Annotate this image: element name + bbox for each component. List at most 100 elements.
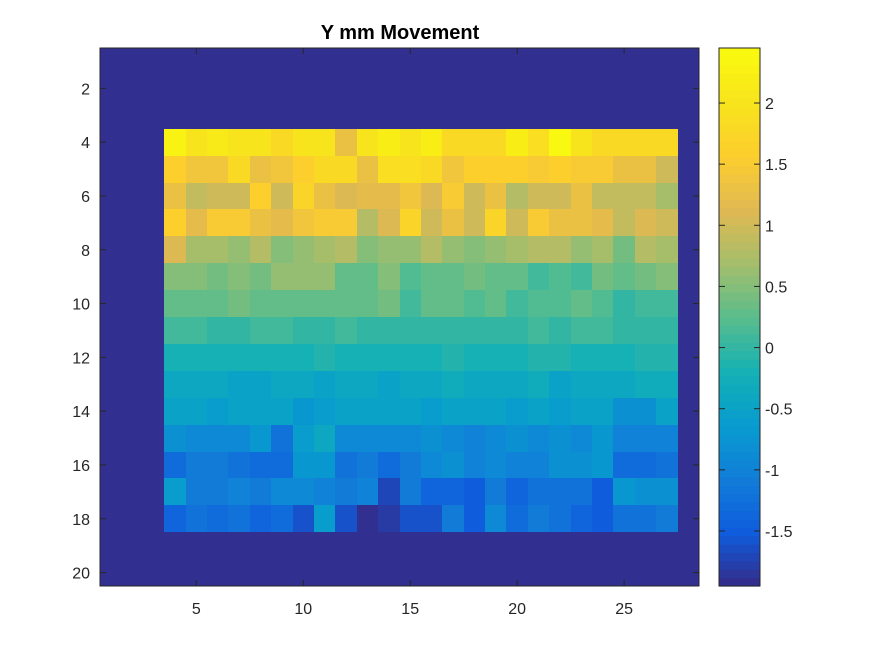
heatmap-cell xyxy=(228,290,250,317)
heatmap-cell xyxy=(207,263,228,290)
heatmap-cell xyxy=(335,425,357,452)
heatmap-cell xyxy=(335,317,357,344)
heatmap-cell xyxy=(549,371,571,398)
heatmap-cell xyxy=(357,317,378,344)
heatmap-cell xyxy=(421,156,442,183)
heatmap-cell xyxy=(506,263,528,290)
colorbar-band xyxy=(719,123,760,133)
heatmap-cell xyxy=(207,398,228,425)
heatmap-cell xyxy=(164,344,186,371)
heatmap-cell xyxy=(207,129,228,156)
heatmap-cell xyxy=(506,505,528,532)
colorbar: 2 1.5 1 0.5 0 -0.5 -1 -1.5 xyxy=(718,47,793,587)
heatmap-cell xyxy=(635,183,656,209)
colorbar-band xyxy=(719,367,760,377)
colorbar-band xyxy=(719,249,760,259)
colorbar-band xyxy=(719,81,760,91)
heatmap-cell xyxy=(592,317,613,344)
colorbar-band xyxy=(719,333,760,343)
heatmap-cell xyxy=(250,478,271,505)
heatmap-cell xyxy=(378,183,400,209)
colorbar-tick-label: 1 xyxy=(765,218,774,235)
x-tick-label: 5 xyxy=(192,601,201,618)
heatmap-cell xyxy=(549,478,571,505)
heatmap-cell xyxy=(506,344,528,371)
heatmap-cell xyxy=(464,236,485,263)
heatmap-cell xyxy=(271,425,293,452)
heatmap-cell xyxy=(485,317,506,344)
colorbar-band xyxy=(719,165,760,175)
heatmap-cell xyxy=(635,290,656,317)
heatmap-cell xyxy=(314,398,335,425)
y-tick-label: 14 xyxy=(72,404,90,421)
heatmap-cell xyxy=(400,344,421,371)
colorbar-tick-label: 0.5 xyxy=(765,279,787,296)
heatmap-cell xyxy=(271,371,293,398)
colorbar-band xyxy=(719,291,760,301)
heatmap-cell xyxy=(186,425,207,452)
heatmap-cell xyxy=(400,505,421,532)
heatmap-cell xyxy=(571,156,592,183)
heatmap-cell xyxy=(635,425,656,452)
heatmap-cell xyxy=(357,290,378,317)
colorbar-frame xyxy=(718,47,761,587)
heatmap-cell xyxy=(592,156,613,183)
heatmap-cell xyxy=(357,156,378,183)
heatmap-cell xyxy=(485,263,506,290)
heatmap-cell xyxy=(485,183,506,209)
heatmap-cell xyxy=(528,317,549,344)
colorbar-band xyxy=(719,224,760,234)
heatmap-cell xyxy=(656,317,678,344)
heatmap-cell xyxy=(442,452,464,478)
x-axis: 5 10 15 20 25 xyxy=(192,48,633,618)
heatmap-cell xyxy=(250,344,271,371)
heatmap-cell xyxy=(293,505,314,532)
heatmap-cell xyxy=(464,344,485,371)
heatmap-cell xyxy=(378,425,400,452)
heatmap-cell xyxy=(228,452,250,478)
heatmap-cell xyxy=(613,236,635,263)
colorbar-band xyxy=(719,274,760,284)
heatmap-cell xyxy=(250,505,271,532)
heatmap-cell xyxy=(592,344,613,371)
heatmap-cell xyxy=(442,317,464,344)
heatmap-cell xyxy=(293,371,314,398)
heatmap-cell xyxy=(442,344,464,371)
heatmap-cell xyxy=(207,183,228,209)
heatmap-cell xyxy=(250,452,271,478)
heatmap-cell xyxy=(656,344,678,371)
plot-frame xyxy=(99,47,700,587)
x-tick-label: 15 xyxy=(401,601,419,618)
heatmap-cell xyxy=(549,425,571,452)
heatmap-cell xyxy=(464,209,485,236)
x-tick-label: 10 xyxy=(294,601,312,618)
heatmap-cell xyxy=(549,156,571,183)
colorbar-band xyxy=(719,375,760,385)
colorbar-band xyxy=(719,384,760,394)
heatmap-cell xyxy=(335,452,357,478)
heatmap-cell xyxy=(613,317,635,344)
heatmap-cell xyxy=(357,398,378,425)
heatmap-cell xyxy=(186,371,207,398)
heatmap-cell xyxy=(571,505,592,532)
colorbar-tick-label: 2 xyxy=(765,96,774,113)
heatmap-cell xyxy=(186,344,207,371)
heatmap-cell xyxy=(357,344,378,371)
heatmap-cell xyxy=(613,371,635,398)
heatmap-cell xyxy=(656,156,678,183)
heatmap-cell xyxy=(442,156,464,183)
heatmap-cell xyxy=(357,129,378,156)
heatmap-cell xyxy=(228,209,250,236)
colorbar-band xyxy=(719,510,760,520)
heatmap-cell xyxy=(164,425,186,452)
heatmap-cell xyxy=(656,263,678,290)
heatmap-cell xyxy=(400,425,421,452)
x-tick-label: 20 xyxy=(508,601,526,618)
heatmap-cell xyxy=(464,371,485,398)
heatmap-cell xyxy=(335,371,357,398)
heatmap-cell xyxy=(164,263,186,290)
heatmap-cell xyxy=(549,236,571,263)
heatmap-cell xyxy=(613,344,635,371)
heatmap-cell xyxy=(549,290,571,317)
colorbar-band xyxy=(719,552,760,562)
